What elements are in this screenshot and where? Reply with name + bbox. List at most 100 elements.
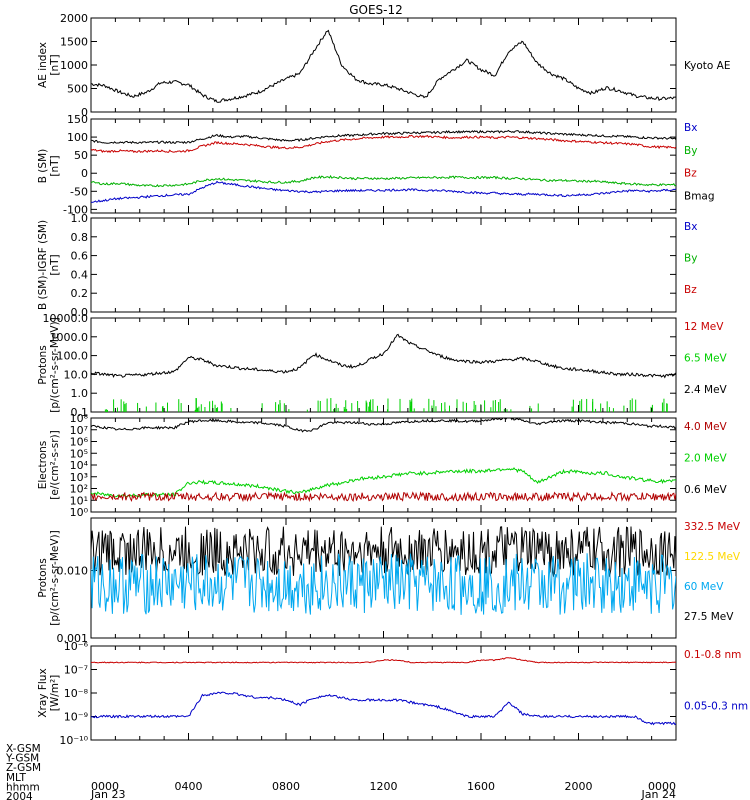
y-tick-label: 1000.0 [50,331,89,344]
legend-label: Bmag [684,190,715,202]
y-tick-label: 1.0 [71,387,89,400]
y-tick-label: 0.4 [71,268,89,281]
x-row-label: 2004 [6,791,33,800]
series-line [91,333,676,379]
series-line [91,29,676,103]
legend-label: 0.6 MeV [684,484,728,496]
y-tick-label: 10.0 [64,368,89,381]
x-row-label: hhmm [6,781,40,793]
panel-frame [90,317,677,413]
y-tick-label: 0.0 [71,306,89,319]
y-axis-unit: [p/(cm²-s-sr-MeV)] [49,530,61,625]
y-axis-unit: [W/m²] [49,675,61,712]
y-tick-label: 10⁶ [70,436,89,449]
series-group [91,29,676,103]
y-tick-label: 10⁷ [70,424,88,437]
y-tick-label: 0.001 [57,632,89,645]
panel-bigrf: 0.0 0.2 0.4 0.6 0.8 1.0 B (SM)-IGRF (SM) [nT] Bx… [37,212,697,319]
y-tick-label: 1.0 [71,212,89,225]
legend-label: Bx [684,122,697,134]
y-tick-label: -100 [63,203,88,216]
legend-label: By [684,145,697,157]
y-tick-label: 0 [81,167,88,180]
x-row-label: X-GSM [6,743,41,755]
y-tick-label: 0.2 [71,287,89,300]
legend-label: 2.4 MeV [684,384,728,396]
y-tick-label: 2000 [60,12,88,25]
y-tick-label: 0.8 [71,231,89,244]
y-tick-label: 0.010 [57,565,89,578]
y-tick-label: 10³ [70,471,88,484]
y-tick-label: 10⁻⁷ [64,664,88,677]
y-tick-label: 10⁵ [70,447,88,460]
legend-label: Bz [684,168,697,180]
legend-label: 0.1-0.8 nm [684,649,741,661]
legend-label: 4.0 MeV [684,421,728,433]
series-group [91,129,676,203]
x-row-label: MLT [6,772,26,784]
legend-label: By [684,253,697,265]
y-axis-label: Protons [37,345,49,384]
x-tick-label: 0000 [91,780,119,793]
legend-label: 122.5 MeV [684,551,741,563]
panel-frame [90,217,677,313]
y-tick-label: 10⁴ [70,459,89,472]
panel-xray: 10⁻¹⁰ 10⁻⁹ 10⁻⁸ 10⁻⁷ 10⁻⁶ Xray Flux [W/m²] 0.1-… [37,640,748,747]
legend-label: 6.5 MeV [684,353,728,365]
y-tick-label: 10⁻⁶ [64,640,89,653]
y-axis-unit: [p/(cm²-s-sr-MeV)] [49,317,61,412]
series-group [91,418,676,503]
series-line [91,553,676,615]
x-row-label: Y-GSM [5,753,39,765]
legend-label: 27.5 MeV [684,611,734,623]
y-axis-label: Xray Flux [37,668,49,717]
legend-label: 2.0 MeV [684,453,728,465]
y-tick-label: -50 [70,185,88,198]
series-line [91,129,676,144]
figure-title: GOES-12 [349,3,403,17]
series-line [91,180,676,203]
series-line [91,134,676,154]
y-tick-label: 10⁻¹⁰ [59,734,88,747]
series-line [91,467,676,498]
x-end-date: Jan 24 [641,788,676,800]
panel-ae: 0 500 1000 1500 2000 AE index [nT] Kyoto AE [37,12,730,119]
legend-label: Kyoto AE [684,60,730,72]
x-tick-label: 2000 [565,780,593,793]
panel-frame [90,17,677,113]
y-axis-unit: [nT] [49,54,61,75]
legend-label: 332.5 MeV [684,521,741,533]
y-tick-label: 1500 [60,36,88,49]
y-tick-label: 500 [67,83,88,96]
legend-label: 12 MeV [684,321,724,333]
y-tick-label: 0 [81,106,88,119]
series-line [91,490,676,503]
panel-bfield: -100 -50 0 50 100 150 B (SM) [nT] Bx By Bz Bmag [37,113,715,216]
y-axis-unit: [nT] [49,155,61,176]
series-line [91,174,676,188]
y-axis-label: Electrons [37,441,49,490]
x-tick-label: 0000 [648,780,676,793]
series-line [91,657,676,664]
y-axis-label: AE index [37,42,49,88]
y-tick-label: 0.1 [71,406,89,419]
series-group [91,333,676,412]
legend-label: Bx [684,221,697,233]
legend-label: 60 MeV [684,581,724,593]
y-axis-label: B (SM)-IGRF (SM) [37,220,49,310]
y-tick-label: 10⁰ [70,506,89,519]
panel-protons_high: 0.001 0.010 Protons [p/(cm²-s-sr-MeV)] 332.5… [37,517,741,645]
y-tick-label: 150 [67,113,88,126]
x-row-label: Z-GSM [6,762,41,774]
y-axis-label: B (SM) [37,149,49,183]
x-tick-label: 1600 [467,780,495,793]
y-tick-label: 50 [74,149,88,162]
series-group [91,526,676,615]
y-tick-label: 10⁻⁹ [64,711,88,724]
series-line [91,526,676,578]
legend-label: Bz [684,284,697,296]
